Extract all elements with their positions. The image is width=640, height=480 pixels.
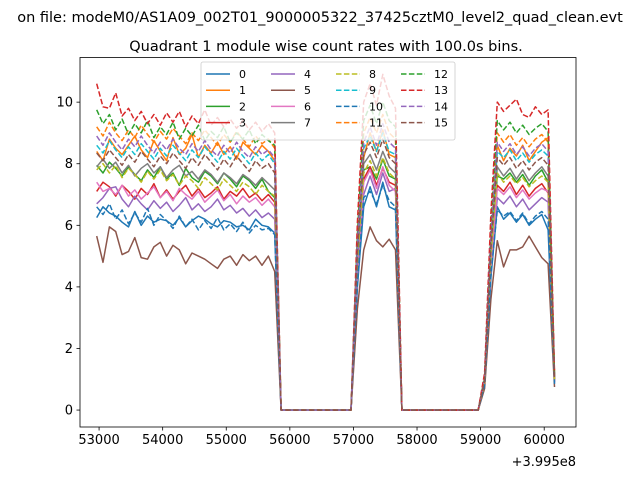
x-tick-label: 60000 xyxy=(524,433,565,448)
y-tick-label: 10 xyxy=(56,96,73,111)
legend-label-12: 12 xyxy=(434,68,448,81)
legend-label-8: 8 xyxy=(369,68,376,81)
legend-label-9: 9 xyxy=(369,84,376,97)
x-tick-label: 54000 xyxy=(142,433,183,448)
legend-frame xyxy=(200,61,456,141)
legend-label-2: 2 xyxy=(239,100,246,113)
x-tick-label: 59000 xyxy=(460,433,501,448)
y-tick-label: 2 xyxy=(65,342,73,357)
chart-title: Quadrant 1 module wise count rates with … xyxy=(129,39,523,55)
legend-label-10: 10 xyxy=(369,100,383,113)
y-tick-label: 4 xyxy=(65,280,73,295)
series-line-10 xyxy=(96,184,556,411)
legend-label-1: 1 xyxy=(239,84,246,97)
series-line-15 xyxy=(96,138,556,411)
legend-label-14: 14 xyxy=(434,100,448,113)
legend-label-15: 15 xyxy=(434,117,448,130)
x-tick-label: 55000 xyxy=(206,433,247,448)
y-tick-label: 0 xyxy=(65,404,73,419)
series-line-9 xyxy=(96,132,556,411)
legend-label-0: 0 xyxy=(239,68,246,81)
figure-suptitle: on file: modeM0/AS1A09_002T01_9000005322… xyxy=(17,10,623,26)
series-line-5 xyxy=(95,226,556,411)
x-tick-label: 58000 xyxy=(396,433,437,448)
plot-lines xyxy=(95,73,556,411)
legend-label-5: 5 xyxy=(304,84,311,97)
axis-ticks: 53000 54000 55000 56000 57000 58000 59000 60000… xyxy=(56,96,564,448)
x-tick-label: 56000 xyxy=(269,433,310,448)
x-tick-label: 57000 xyxy=(333,433,374,448)
x-tick-label: 53000 xyxy=(78,433,119,448)
legend-label-3: 3 xyxy=(239,117,246,130)
axes-frame xyxy=(79,57,577,428)
legend-label-4: 4 xyxy=(304,68,311,81)
x-axis-offset-label: +3.995e8 xyxy=(512,455,576,470)
legend-label-11: 11 xyxy=(369,117,383,130)
y-tick-label: 8 xyxy=(65,157,73,172)
legend-label-6: 6 xyxy=(304,100,311,113)
legend-label-7: 7 xyxy=(304,117,311,130)
legend-label-13: 13 xyxy=(434,84,448,97)
y-tick-label: 6 xyxy=(65,219,73,234)
